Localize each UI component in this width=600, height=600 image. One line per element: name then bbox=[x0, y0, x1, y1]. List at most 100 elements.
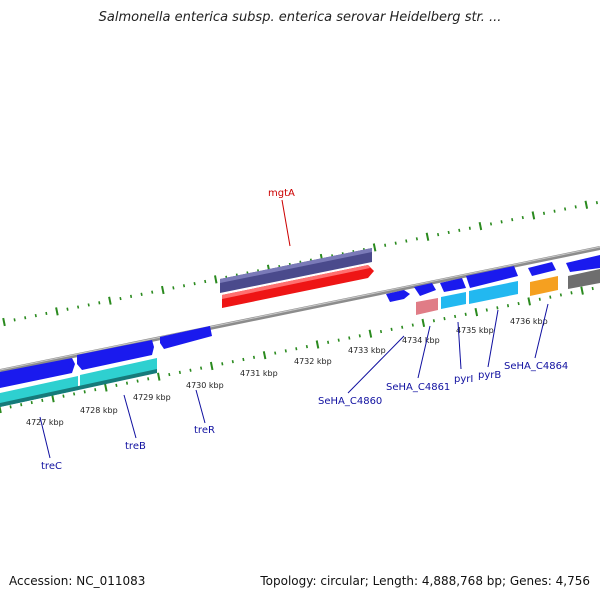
mgtA-cds-red[interactable] bbox=[222, 265, 374, 308]
upper-tick bbox=[584, 200, 589, 209]
gene-label-SeHA_C4864[interactable]: SeHA_C4864 bbox=[504, 361, 568, 372]
lower-tick bbox=[115, 383, 118, 387]
next-cds[interactable] bbox=[566, 255, 600, 272]
upper-tick bbox=[437, 232, 440, 237]
gene-label-pyrI[interactable]: pyrI bbox=[454, 374, 473, 385]
upper-tick bbox=[13, 318, 16, 322]
scale-label-4728: 4728 kbp bbox=[80, 406, 118, 415]
lower-tick bbox=[94, 388, 97, 392]
upper-tick bbox=[425, 232, 430, 241]
lower-tick bbox=[168, 372, 171, 377]
upper-tick bbox=[553, 209, 556, 213]
lower-tick bbox=[348, 336, 351, 340]
upper-tick bbox=[77, 305, 80, 309]
gene-label-pyrB[interactable]: pyrB bbox=[478, 370, 501, 381]
lower-tick bbox=[157, 372, 161, 381]
SeHA_C4860-cds[interactable] bbox=[386, 290, 410, 302]
gene-label-treC[interactable]: treC bbox=[41, 461, 62, 472]
pyrB-cds[interactable] bbox=[466, 266, 518, 288]
grey-feature[interactable] bbox=[568, 269, 600, 289]
lower-tick bbox=[443, 316, 446, 321]
genome-backbone-highlight bbox=[0, 246, 600, 371]
scale-label-4731: 4731 kbp bbox=[240, 369, 278, 378]
light-blue-feature-1[interactable] bbox=[441, 292, 466, 309]
upper-tick bbox=[130, 294, 133, 299]
upper-tick bbox=[415, 237, 418, 241]
lower-tick bbox=[368, 329, 373, 338]
upper-tick bbox=[214, 275, 218, 284]
gene-label-SeHA_C4861[interactable]: SeHA_C4861 bbox=[386, 382, 450, 393]
gene-label-treB[interactable]: treB bbox=[125, 441, 146, 452]
lower-tick bbox=[284, 349, 287, 353]
scale-label-4735: 4735 kbp bbox=[456, 326, 494, 335]
treB-cds[interactable] bbox=[77, 340, 154, 370]
scale-label-4727: 4727 kbp bbox=[26, 418, 64, 427]
lower-tick bbox=[252, 355, 256, 359]
orange-feature[interactable] bbox=[530, 276, 558, 296]
treC-cds[interactable] bbox=[0, 358, 75, 388]
lower-tick bbox=[136, 379, 139, 383]
light-blue-feature-2[interactable] bbox=[469, 281, 518, 304]
lower-tick bbox=[485, 308, 488, 312]
lower-tick bbox=[506, 304, 510, 308]
upper-tick bbox=[574, 205, 577, 209]
lower-tick bbox=[62, 394, 65, 398]
lower-tick bbox=[178, 370, 181, 375]
lower-tick bbox=[464, 312, 467, 316]
upper-tick bbox=[478, 221, 483, 231]
upper-tick bbox=[24, 316, 27, 320]
lower-tick bbox=[295, 347, 298, 351]
gene-label-treR[interactable]: treR bbox=[194, 425, 215, 436]
upper-tick bbox=[511, 218, 514, 222]
lower-tick bbox=[242, 357, 245, 362]
lower-tick bbox=[358, 334, 361, 338]
upper-tick bbox=[151, 290, 154, 294]
mgtA-cds-purple-shine bbox=[220, 248, 372, 283]
lower-tick bbox=[549, 295, 552, 299]
lower-tick bbox=[125, 381, 129, 385]
lower-tick bbox=[517, 301, 520, 306]
upper-tick bbox=[405, 239, 408, 243]
lower-tick bbox=[147, 377, 150, 381]
upper-tick bbox=[98, 301, 101, 305]
teal-feature-2[interactable] bbox=[80, 358, 157, 389]
upper-tick bbox=[384, 243, 387, 247]
genome-title: Salmonella enterica subsp. enterica sero… bbox=[98, 10, 502, 25]
scale-label-4736: 4736 kbp bbox=[510, 317, 548, 326]
upper-tick-track bbox=[2, 200, 598, 327]
upper-tick bbox=[489, 222, 493, 226]
scale-label-4732: 4732 kbp bbox=[294, 357, 332, 366]
lower-tick bbox=[41, 398, 44, 403]
lower-tick bbox=[274, 351, 277, 355]
upper-tick bbox=[161, 285, 165, 295]
upper-tick bbox=[66, 307, 69, 311]
upper-tick bbox=[87, 303, 90, 307]
lower-tick bbox=[379, 329, 383, 334]
gene-label-SeHA_C4860[interactable]: SeHA_C4860 bbox=[318, 396, 382, 407]
upper-tick bbox=[542, 211, 546, 215]
lower-tick bbox=[262, 351, 267, 360]
upper-tick bbox=[531, 211, 536, 220]
SeHA_C4861-cds[interactable] bbox=[414, 283, 436, 296]
upper-tick bbox=[458, 228, 461, 232]
gene-label-mgtA[interactable]: mgtA bbox=[268, 188, 295, 199]
scale-label-4734: 4734 kbp bbox=[402, 336, 440, 345]
upper-tick bbox=[140, 292, 143, 296]
lower-tick bbox=[189, 368, 192, 372]
lower-tick bbox=[390, 327, 393, 331]
mgtA-cds-red-shine bbox=[222, 265, 370, 299]
treR-cds[interactable] bbox=[160, 326, 212, 349]
upper-tick bbox=[447, 230, 450, 235]
pink-feature[interactable] bbox=[416, 298, 438, 315]
upper-tick bbox=[372, 243, 377, 252]
teal-feature-dark bbox=[0, 369, 157, 407]
lower-tick bbox=[474, 308, 479, 317]
pyrI-cds[interactable] bbox=[440, 278, 466, 292]
lower-tick bbox=[496, 306, 499, 310]
scale-label-4729: 4729 kbp bbox=[133, 393, 171, 402]
lower-tick bbox=[559, 293, 562, 297]
SeHA_C4864-cds[interactable] bbox=[528, 262, 556, 276]
lower-tick bbox=[315, 340, 320, 349]
upper-tick bbox=[595, 201, 598, 205]
